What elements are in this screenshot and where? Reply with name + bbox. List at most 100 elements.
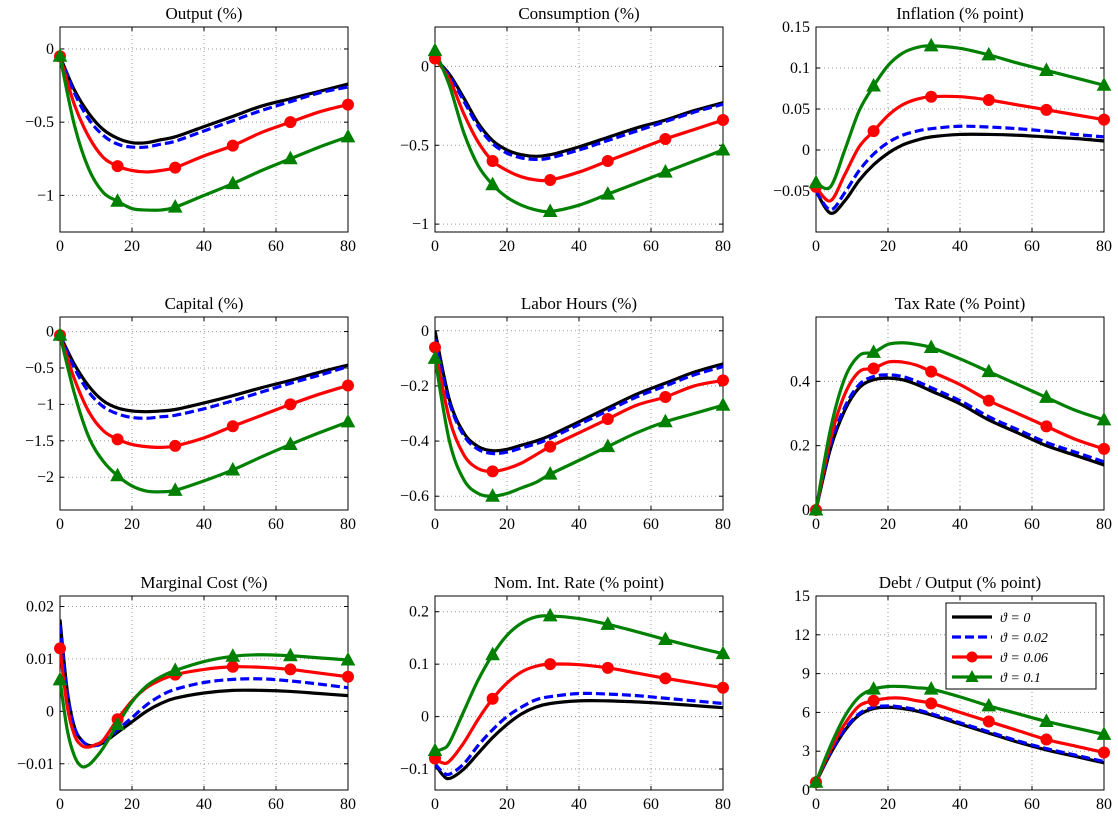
x-tick-label: 0 — [431, 238, 439, 255]
y-tick-label: 0.05 — [782, 101, 810, 118]
series-marker — [167, 199, 183, 213]
series-marker — [110, 467, 125, 482]
x-tick-label: 0 — [812, 516, 820, 533]
series-line-1 — [60, 55, 348, 150]
series-marker — [544, 173, 557, 186]
panel-8: 0 20 40 60 80 0.2 0.1 0 −0.1 Nom. Int. Rate (% po… — [400, 573, 731, 813]
series-marker — [925, 365, 938, 378]
x-tick-label: 20 — [499, 238, 515, 255]
series-marker — [225, 175, 241, 190]
series-marker — [600, 186, 616, 200]
panel-title: Output (%) — [166, 4, 243, 23]
series-line-3 — [435, 50, 723, 214]
y-tick-label: 0 — [421, 323, 429, 340]
panel-title: Inflation (% point) — [896, 4, 1023, 23]
y-tick-label: −1 — [412, 216, 429, 233]
legend-label: ϑ = 0.1 — [1000, 671, 1041, 686]
series-marker — [1040, 420, 1053, 433]
y-tick-label: −0.1 — [400, 761, 429, 778]
x-tick-label: 60 — [268, 796, 284, 813]
panel-5: 0 20 40 60 80 0 −0.2 −0.4 −0.6 Labor Hours (%) — [400, 294, 731, 533]
y-tick-label: −0.5 — [25, 360, 54, 377]
series-marker — [486, 692, 499, 705]
series-marker — [342, 670, 354, 683]
series-marker — [925, 90, 938, 103]
x-tick-label: 0 — [56, 796, 64, 813]
series-marker — [111, 433, 124, 446]
series-marker — [600, 438, 616, 453]
x-tick-label: 60 — [268, 238, 284, 255]
legend-marker — [966, 651, 978, 663]
series-marker — [923, 681, 939, 695]
y-tick-label: −0.01 — [17, 756, 54, 773]
series-marker — [110, 193, 125, 207]
y-tick-label: −0.2 — [400, 378, 429, 395]
y-tick-label: 0 — [421, 58, 429, 75]
series-line-2 — [60, 55, 348, 174]
y-tick-label: 15 — [794, 588, 810, 605]
x-tick-label: 20 — [124, 238, 140, 255]
x-tick-label: 20 — [880, 238, 896, 255]
series-line-3 — [60, 653, 348, 769]
series-marker — [52, 48, 68, 62]
series-marker — [1040, 103, 1053, 116]
panel-1: 0 20 40 60 80 0 −0.5 −1 Output (%) — [25, 4, 356, 255]
series-marker — [866, 344, 881, 358]
x-tick-label: 80 — [1096, 238, 1112, 255]
series-marker — [485, 646, 500, 661]
series-line-2 — [816, 94, 1104, 203]
plot-frame — [815, 26, 1105, 233]
x-tick-label: 40 — [571, 516, 587, 533]
y-tick-label: −0.4 — [400, 433, 429, 450]
series-marker — [169, 439, 182, 452]
y-tick-label: 0.4 — [790, 373, 810, 390]
series-marker — [226, 420, 239, 433]
y-tick-label: 0.2 — [790, 438, 810, 455]
x-tick-label: 0 — [812, 796, 820, 813]
series-marker — [544, 440, 557, 453]
series-marker — [52, 671, 68, 686]
series-marker — [981, 697, 997, 712]
series-marker — [715, 645, 731, 660]
x-tick-label: 20 — [499, 516, 515, 533]
x-tick-label: 60 — [1024, 238, 1040, 255]
series-marker — [1096, 77, 1112, 91]
x-tick-label: 60 — [643, 796, 659, 813]
series-line-3 — [435, 358, 723, 498]
series-marker — [659, 672, 672, 685]
series-line-0 — [816, 376, 1104, 510]
panel-2: 0 20 40 60 80 0 −0.5 −1 Consumption (%) — [400, 4, 731, 255]
y-tick-label: 0.2 — [409, 604, 429, 621]
x-tick-label: 40 — [952, 796, 968, 813]
series-line-0 — [435, 330, 723, 453]
legend-label: ϑ = 0 — [1000, 611, 1030, 626]
series-marker — [54, 642, 66, 655]
legend-label: ϑ = 0.06 — [1000, 651, 1048, 666]
series-marker — [342, 98, 354, 111]
panel-3: 0 20 40 60 80 0.15 0.1 0.05 0 −0.05 Inflation (% p… — [773, 4, 1112, 255]
series-marker — [1039, 713, 1054, 727]
y-tick-label: −1 — [37, 396, 54, 413]
series-marker — [542, 203, 558, 217]
series-marker — [923, 339, 939, 354]
series-marker — [284, 663, 297, 676]
x-tick-label: 0 — [431, 516, 439, 533]
series-marker — [923, 37, 939, 52]
series-marker — [601, 413, 614, 426]
panel-title: Marginal Cost (%) — [140, 573, 267, 592]
panel-title: Capital (%) — [165, 294, 244, 313]
y-tick-label: −1.5 — [25, 433, 54, 450]
series-marker — [600, 616, 616, 630]
panel-title: Nom. Int. Rate (% point) — [494, 573, 664, 592]
series-marker — [167, 662, 183, 676]
series-marker — [1040, 733, 1053, 746]
series-marker — [659, 390, 672, 403]
y-tick-label: 0 — [802, 142, 810, 159]
y-tick-label: 0 — [46, 703, 54, 720]
series-marker — [110, 716, 125, 730]
x-tick-label: 20 — [880, 516, 896, 533]
series-marker — [866, 77, 881, 92]
y-tick-label: 0.1 — [790, 60, 810, 77]
series-marker — [867, 125, 880, 138]
panel-9: 0 20 40 60 80 15 12 9 6 3 0 Debt / Output (% point)… — [794, 573, 1112, 813]
